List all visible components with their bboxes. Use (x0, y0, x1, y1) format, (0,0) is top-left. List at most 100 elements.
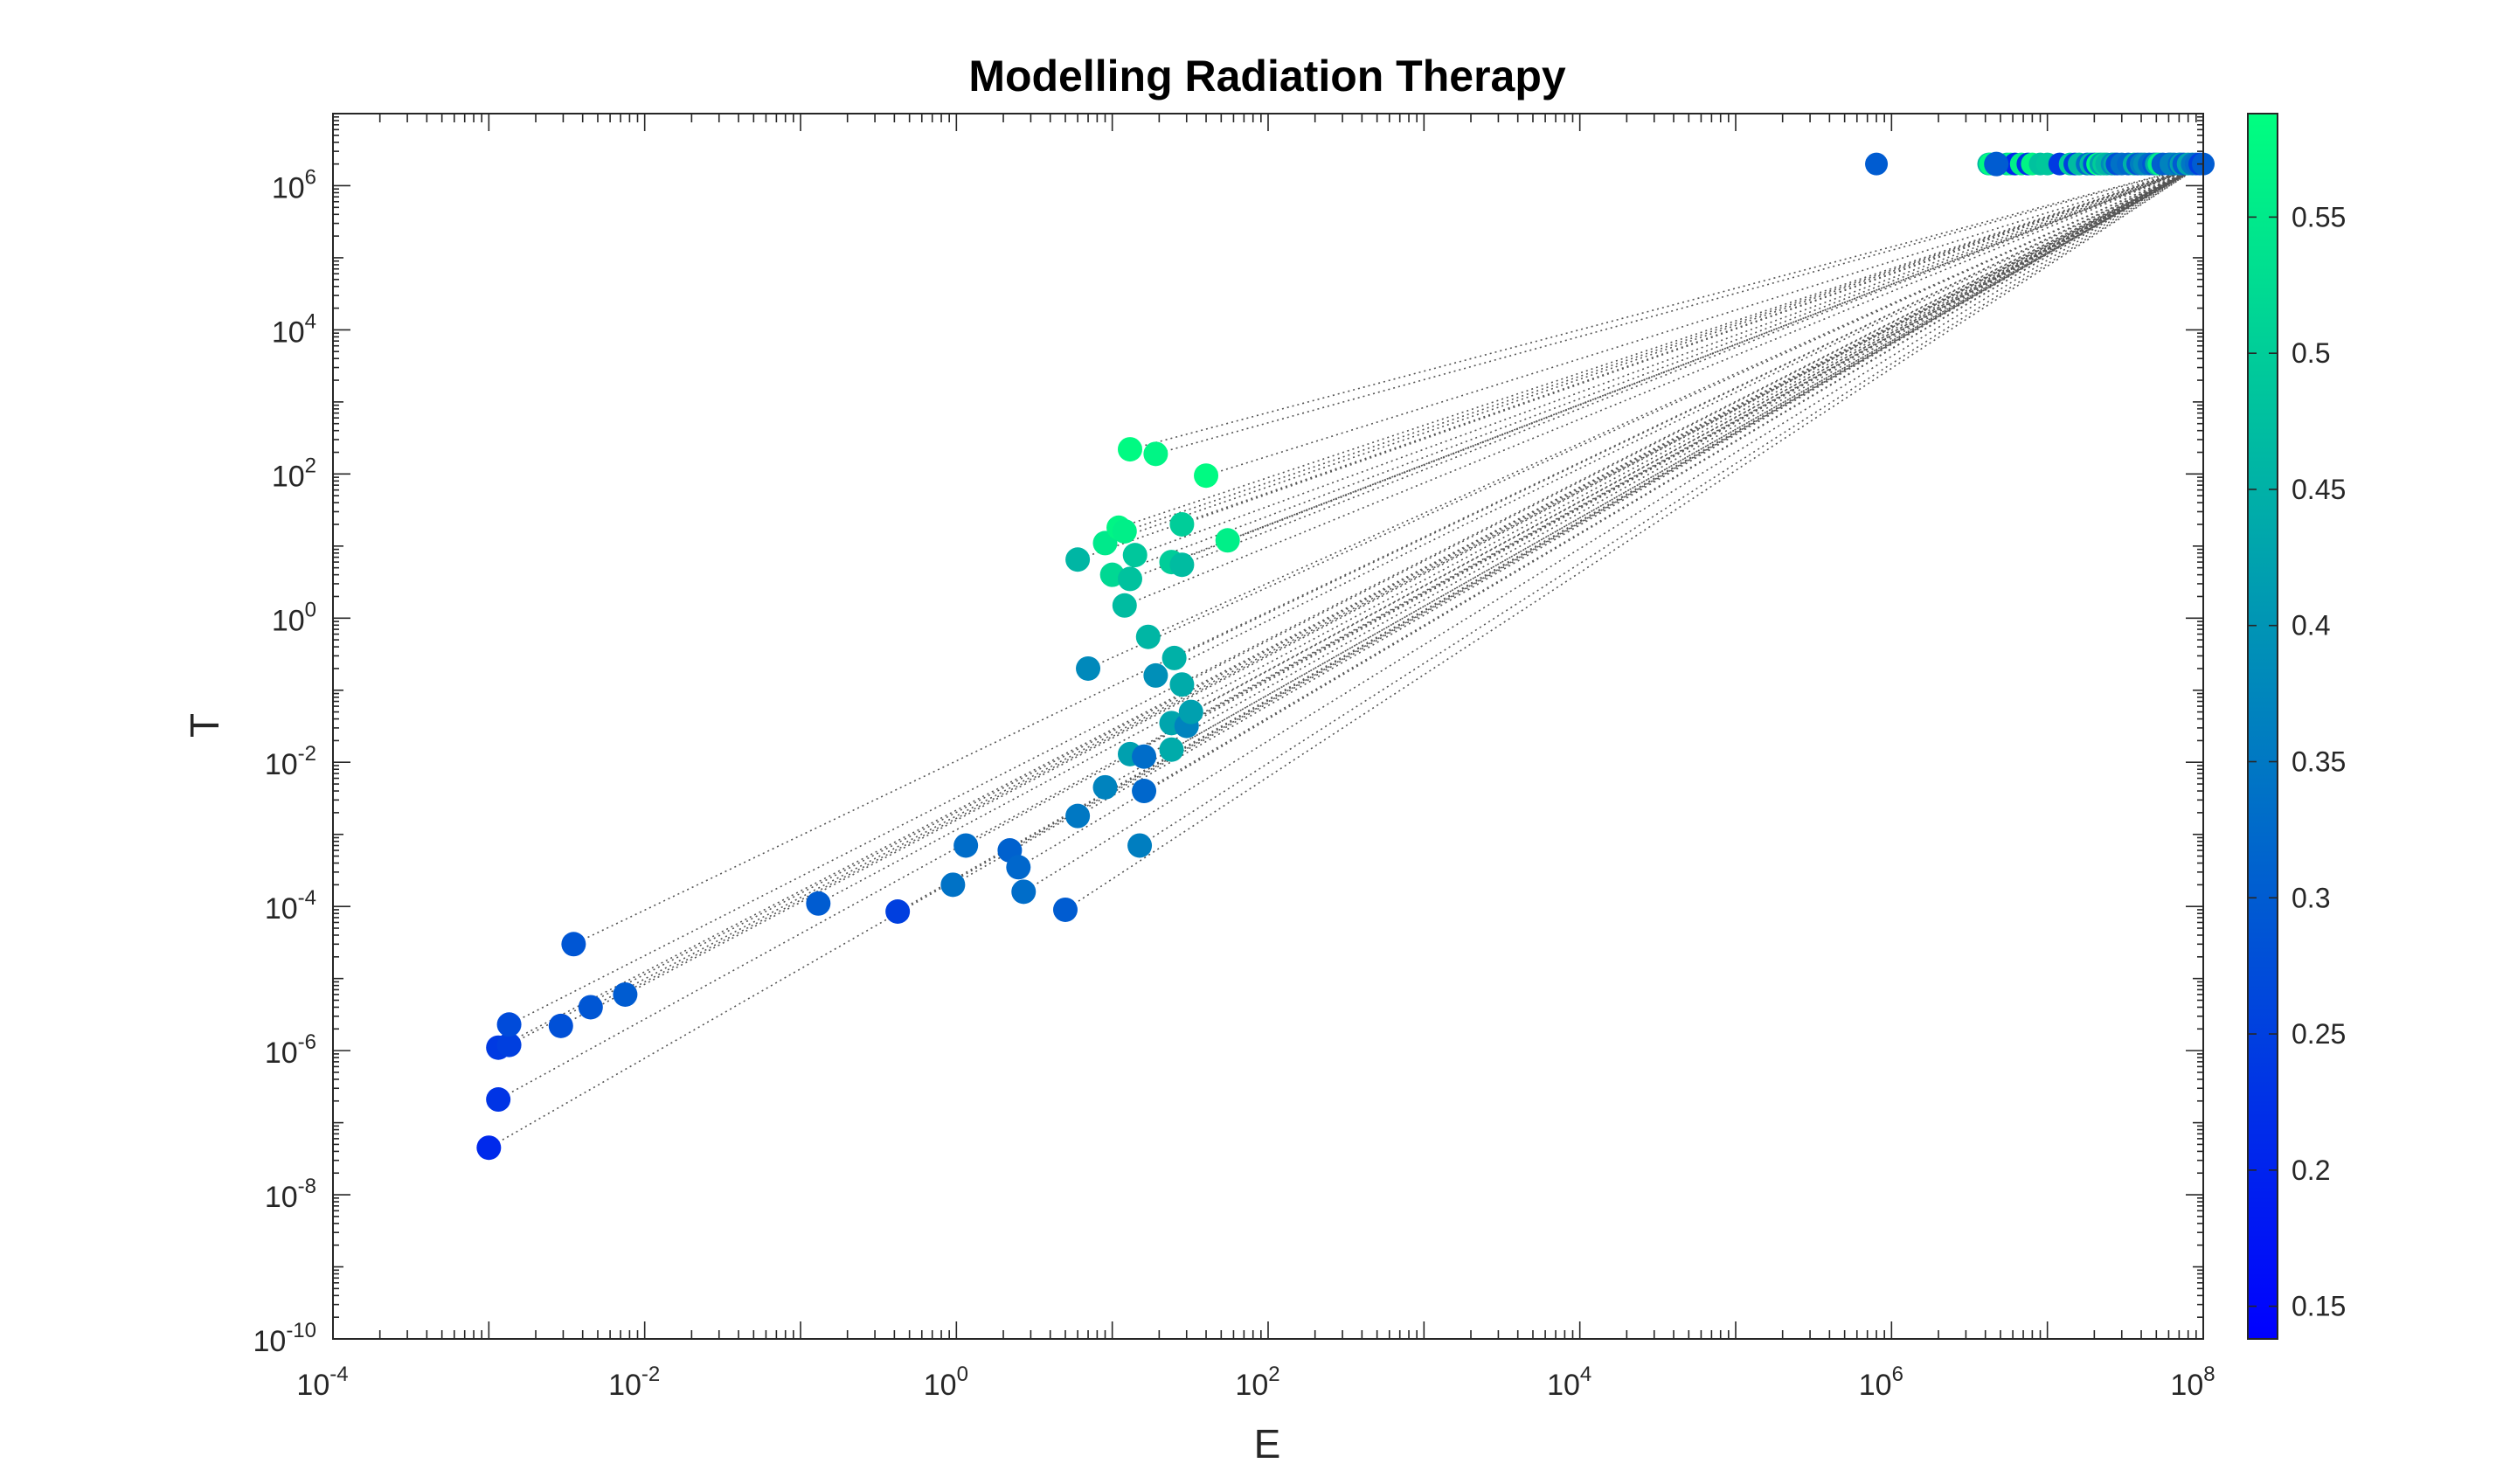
x-axis-title: E (1254, 1421, 1281, 1467)
data-point (1117, 437, 1142, 462)
connector-line (1023, 163, 2204, 893)
plot-frame (332, 113, 2204, 1340)
data-point (486, 1087, 511, 1113)
data-point (1169, 552, 1195, 578)
y-axis-title: T (182, 713, 227, 738)
colorbar-tick-label: 0.15 (2292, 1291, 2346, 1322)
y-tick-label: 10-10 (253, 1319, 316, 1358)
data-point (1169, 511, 1195, 537)
data-point (548, 1013, 573, 1038)
connector-line (1205, 163, 2204, 476)
colorbar-tick-label: 0.3 (2292, 882, 2330, 913)
y-tick-label: 100 (272, 598, 316, 637)
connector-line (1112, 163, 2204, 576)
connector-line (1143, 163, 2204, 792)
connector-line (1171, 163, 2204, 751)
data-point (1132, 744, 1157, 769)
data-point (1076, 655, 1101, 681)
data-point (613, 981, 638, 1007)
connector-line (897, 163, 2204, 912)
connector-line (1064, 163, 2204, 911)
colorbar-tick-label: 0.45 (2292, 474, 2346, 505)
connector-line (817, 163, 2204, 905)
data-point (1052, 897, 1078, 922)
colorbar-tick-label: 0.5 (2292, 337, 2330, 369)
connector-line (573, 163, 2204, 946)
data-point (1984, 151, 2009, 177)
y-tick-labels: 10-10 10-8 10-6 10-4 10-2 100 102 104 106 (253, 165, 316, 1358)
x-tick-label: 108 (2170, 1363, 2215, 1402)
final-data-point (1865, 152, 1889, 176)
data-point (1135, 624, 1161, 649)
data-point (940, 872, 966, 898)
data-point (1117, 566, 1142, 592)
connector-line (1171, 163, 2204, 563)
connector-line (1009, 163, 2204, 851)
colorbar-tick-label: 0.55 (2292, 201, 2346, 232)
x-tick-label: 106 (1859, 1363, 1903, 1402)
data-point (578, 995, 603, 1020)
connector-line (1105, 163, 2204, 788)
data-point (1159, 737, 1184, 762)
data-point (1112, 593, 1137, 618)
y-tick-label: 104 (272, 309, 316, 349)
data-point (806, 891, 831, 916)
data-point (1065, 803, 1091, 829)
data-point (1112, 518, 1137, 544)
data-point (496, 1012, 522, 1037)
data-point (1127, 833, 1153, 858)
data-point (1143, 441, 1168, 467)
axis-ticks (332, 113, 2204, 1340)
connector-line (1155, 163, 2204, 676)
data-point (1092, 774, 1118, 800)
x-tick-labels: 10-4 10-2 100 102 104 106 108 (296, 1363, 2215, 1402)
connector-line (1134, 163, 2204, 556)
colorbar-tick-label: 0.35 (2292, 746, 2346, 778)
connector-line (509, 163, 2204, 1025)
data-point (1065, 547, 1091, 572)
data-point (1132, 779, 1157, 804)
connector-line (1227, 163, 2204, 542)
connector-line (1118, 163, 2204, 529)
connector-line (497, 163, 2204, 1100)
data-point (496, 1032, 522, 1058)
connector-line (1182, 163, 2204, 565)
data-point (1178, 699, 1203, 725)
connector-line (1148, 163, 2204, 638)
y-tick-label: 10-4 (265, 886, 316, 926)
connector-lines (488, 163, 2204, 1148)
connector-line (1087, 163, 2204, 669)
data-point (1006, 855, 1031, 880)
x-tick-label: 100 (924, 1363, 968, 1402)
connector-line (1105, 163, 2204, 544)
data-point (1194, 463, 1219, 489)
connector-line (1077, 163, 2204, 561)
x-tick-label: 104 (1547, 1363, 1591, 1402)
y-tick-label: 102 (272, 454, 316, 493)
x-tick-label: 10-2 (608, 1363, 660, 1402)
data-point (885, 898, 911, 924)
data-point (1143, 662, 1168, 688)
connector-line (1077, 163, 2204, 817)
connector-line (1182, 163, 2204, 685)
x-tick-label: 102 (1235, 1363, 1279, 1402)
colorbar (2247, 113, 2278, 1340)
x-tick-label: 10-4 (296, 1363, 348, 1402)
chart-title: Modelling Radiation Therapy (968, 52, 1566, 101)
data-point (1161, 645, 1187, 670)
data-points (476, 151, 2215, 1161)
connector-line (1174, 163, 2204, 659)
y-tick-label: 106 (272, 165, 316, 205)
data-point (1215, 528, 1240, 553)
connector-line (625, 163, 2204, 995)
y-tick-label: 10-2 (265, 742, 316, 781)
colorbar-tick-label: 0.25 (2292, 1018, 2346, 1050)
data-point (1169, 672, 1195, 697)
connector-line (1139, 163, 2204, 847)
data-point (1011, 879, 1037, 905)
colorbar-tick-label: 0.4 (2292, 610, 2330, 641)
colorbar-tick-label: 0.2 (2292, 1155, 2330, 1186)
connector-line (1124, 163, 2204, 532)
data-point (561, 932, 586, 957)
